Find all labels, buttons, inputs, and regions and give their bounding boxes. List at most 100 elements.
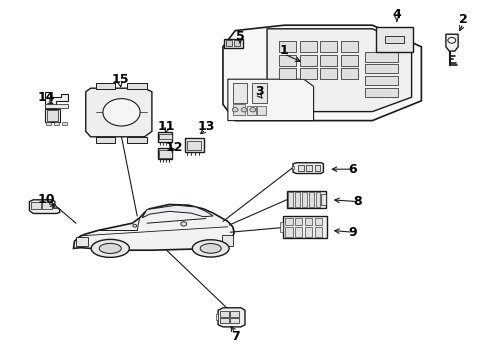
Bar xyxy=(62,122,67,125)
Bar xyxy=(315,227,322,237)
Bar xyxy=(42,202,52,209)
Polygon shape xyxy=(86,88,152,137)
Bar xyxy=(305,227,312,237)
Circle shape xyxy=(250,108,256,112)
Bar xyxy=(187,141,201,150)
Bar xyxy=(46,122,51,125)
Bar xyxy=(300,41,317,52)
Bar xyxy=(365,52,398,62)
Bar xyxy=(45,109,60,122)
Bar xyxy=(159,150,171,158)
Bar xyxy=(285,218,293,225)
Text: 6: 6 xyxy=(348,163,357,176)
Text: 13: 13 xyxy=(197,120,215,132)
Bar xyxy=(222,235,233,246)
Circle shape xyxy=(232,108,238,112)
Bar xyxy=(230,318,239,323)
Bar xyxy=(320,68,337,79)
Bar xyxy=(159,134,171,139)
Circle shape xyxy=(103,99,140,126)
Bar xyxy=(341,55,358,66)
Bar xyxy=(247,106,256,115)
Bar xyxy=(321,194,326,205)
Ellipse shape xyxy=(99,243,122,253)
Bar xyxy=(376,27,413,52)
Bar xyxy=(385,36,404,43)
Polygon shape xyxy=(446,34,458,51)
Circle shape xyxy=(133,224,137,227)
Bar xyxy=(298,165,304,171)
Ellipse shape xyxy=(91,239,129,257)
Bar xyxy=(287,191,326,208)
Bar xyxy=(45,104,68,108)
Text: 8: 8 xyxy=(353,195,362,208)
Text: 4: 4 xyxy=(392,8,401,21)
Bar xyxy=(295,227,302,237)
Ellipse shape xyxy=(200,243,221,253)
Bar xyxy=(309,192,314,207)
Bar xyxy=(295,218,302,225)
Bar xyxy=(76,237,88,246)
Text: 2: 2 xyxy=(459,13,467,26)
Bar xyxy=(226,40,232,46)
Text: 3: 3 xyxy=(255,85,264,98)
Bar xyxy=(158,132,172,142)
Bar xyxy=(365,88,398,97)
Text: 10: 10 xyxy=(38,193,55,206)
Bar xyxy=(158,148,172,159)
Circle shape xyxy=(241,108,247,112)
Bar xyxy=(96,83,115,89)
Polygon shape xyxy=(218,308,245,327)
Bar xyxy=(233,83,247,103)
Bar xyxy=(300,68,317,79)
Bar xyxy=(279,41,296,52)
Bar xyxy=(279,55,296,66)
Bar xyxy=(306,165,312,171)
Polygon shape xyxy=(228,79,314,121)
Bar xyxy=(305,218,312,225)
Text: 12: 12 xyxy=(165,141,183,154)
Polygon shape xyxy=(142,205,213,218)
Bar xyxy=(302,192,307,207)
Bar xyxy=(185,138,204,152)
Polygon shape xyxy=(293,163,323,174)
Bar xyxy=(320,41,337,52)
Bar xyxy=(230,311,239,317)
Bar xyxy=(47,110,58,121)
Polygon shape xyxy=(29,200,60,213)
Text: 5: 5 xyxy=(236,30,245,42)
Bar xyxy=(234,40,240,46)
Bar xyxy=(31,202,41,209)
Bar xyxy=(315,218,322,225)
Bar xyxy=(341,41,358,52)
Bar xyxy=(279,68,296,79)
Bar xyxy=(285,227,293,237)
Bar xyxy=(341,68,358,79)
Bar xyxy=(233,104,245,115)
Bar xyxy=(127,137,147,143)
Bar xyxy=(96,137,115,143)
Bar xyxy=(224,39,243,48)
Polygon shape xyxy=(223,25,421,121)
Text: 1: 1 xyxy=(280,44,289,57)
Bar xyxy=(300,55,317,66)
Bar xyxy=(280,222,283,232)
Bar xyxy=(295,192,300,207)
Text: 11: 11 xyxy=(158,120,175,132)
Bar xyxy=(316,192,320,207)
Bar xyxy=(315,165,320,171)
Bar xyxy=(216,314,218,320)
Polygon shape xyxy=(267,29,412,112)
Bar xyxy=(365,64,398,73)
Text: 7: 7 xyxy=(231,330,240,343)
Bar xyxy=(220,311,229,317)
Bar xyxy=(127,83,147,89)
Polygon shape xyxy=(45,92,68,108)
Bar xyxy=(292,166,294,169)
Bar xyxy=(320,55,337,66)
Polygon shape xyxy=(74,204,234,250)
Circle shape xyxy=(448,37,456,43)
Bar xyxy=(252,83,267,103)
Ellipse shape xyxy=(192,240,229,257)
Bar xyxy=(365,76,398,85)
